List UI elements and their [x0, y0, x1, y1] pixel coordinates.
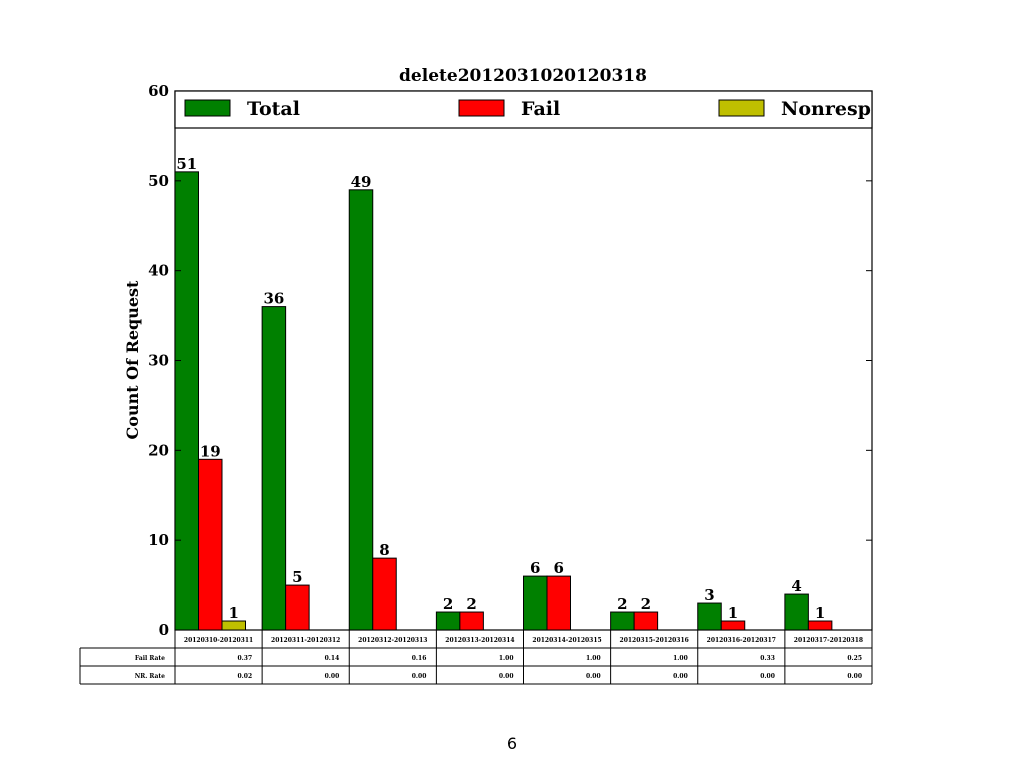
table-cell: 0.16 — [412, 655, 427, 662]
x-tick-label: 20120310-20120311 — [184, 637, 253, 644]
bar-fail — [633, 611, 659, 631]
y-tick-label: 60 — [148, 82, 169, 100]
data-labels: 51 36 49 2 6 2 3 4 19 5 8 2 6 2 1 1 1 — [176, 155, 825, 622]
data-label: 5 — [292, 568, 302, 586]
page-number: 6 — [506, 734, 518, 753]
data-label: 6 — [530, 559, 540, 577]
table-cell: 0.00 — [586, 673, 601, 680]
data-label: 8 — [379, 541, 389, 559]
data-label: 36 — [263, 290, 284, 308]
legend-label-total: Total — [247, 98, 300, 120]
bar-nonresp — [221, 620, 246, 631]
bar-total — [174, 171, 199, 631]
table-cell: 0.33 — [760, 655, 775, 662]
y-tick-label: 10 — [148, 531, 169, 549]
data-label: 1 — [815, 604, 825, 622]
x-tick-label: 20120311-20120312 — [271, 637, 340, 644]
data-label: 49 — [351, 173, 372, 191]
data-label: 2 — [617, 595, 627, 613]
legend: Total Fail Nonresp — [174, 90, 873, 129]
x-tick-label: 20120317-20120318 — [794, 637, 863, 644]
table-cell: 0.00 — [760, 673, 775, 680]
x-tick-label: 20120315-20120316 — [620, 637, 689, 644]
y-tick-label: 0 — [159, 621, 169, 639]
y-tick-label: 50 — [148, 172, 169, 190]
table-cell: 0.37 — [238, 655, 253, 662]
bar-total — [697, 602, 722, 631]
data-label: 2 — [443, 595, 453, 613]
x-tick-label: 20120316-20120317 — [707, 637, 776, 644]
data-label: 1 — [728, 604, 738, 622]
data-label: 6 — [554, 559, 564, 577]
table-cell: 0.00 — [847, 673, 862, 680]
y-tick-label: 20 — [148, 441, 169, 459]
y-tick-label: 30 — [148, 352, 169, 370]
data-label: 1 — [229, 604, 239, 622]
x-tick-label: 20120314-20120315 — [532, 637, 601, 644]
legend-swatch-total — [184, 99, 231, 117]
data-table: 20120310-20120311 20120311-20120312 201203… — [79, 630, 873, 685]
table-row-label: NR. Rate — [135, 673, 165, 680]
legend-swatch-nonresp — [718, 99, 765, 117]
bar-fail — [546, 575, 571, 631]
table-cell: 0.00 — [499, 673, 514, 680]
table-cell: 0.00 — [325, 673, 340, 680]
bar-fail — [459, 611, 484, 631]
data-label: 2 — [641, 595, 651, 613]
table-cell: 0.00 — [412, 673, 427, 680]
bar-total — [523, 575, 548, 631]
table-cell: 0.25 — [847, 655, 862, 662]
legend-swatch-fail — [458, 99, 505, 117]
bar-total — [435, 611, 461, 631]
data-label: 19 — [200, 442, 221, 460]
y-axis-ticks: 0 10 20 30 40 50 60 — [148, 82, 872, 639]
bar-total — [610, 611, 635, 631]
table-cell: 1.00 — [673, 655, 688, 662]
x-tick-label: 20120312-20120313 — [358, 637, 427, 644]
table-cell: 0.00 — [673, 673, 688, 680]
bar-total — [261, 306, 287, 631]
table-cell: 0.02 — [238, 673, 253, 680]
table-cell: 1.00 — [499, 655, 514, 662]
bar-fail — [285, 584, 310, 631]
data-label: 51 — [176, 155, 197, 173]
bars — [174, 171, 833, 631]
legend-label-nonresp: Nonresp — [781, 98, 871, 120]
bar-fail — [807, 620, 833, 631]
legend-label-fail: Fail — [521, 98, 560, 120]
table-cell: 1.00 — [586, 655, 601, 662]
chart-title: delete2012031020120318 — [399, 66, 647, 86]
data-label: 2 — [466, 595, 476, 613]
bar-fail — [198, 458, 223, 631]
x-tick-label: 20120313-20120314 — [445, 637, 514, 644]
y-axis-label: Count Of Request — [123, 280, 142, 440]
y-tick-label: 40 — [148, 262, 169, 280]
table-row-label: Fail Rate — [135, 655, 165, 662]
table-cell: 0.14 — [325, 655, 340, 662]
data-label: 3 — [704, 586, 714, 604]
data-label: 4 — [791, 577, 801, 595]
bar-total — [784, 593, 809, 631]
bar-fail — [720, 620, 746, 631]
bar-total — [348, 189, 374, 631]
bar-fail — [372, 557, 397, 631]
